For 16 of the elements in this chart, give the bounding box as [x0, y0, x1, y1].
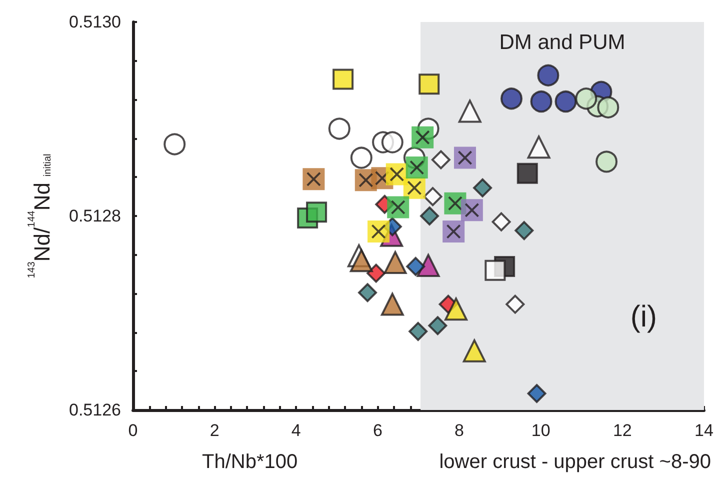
y-tick-label: 0.5126 — [69, 400, 121, 420]
x-tick-label: 2 — [210, 421, 220, 440]
y-tick-label: 0.5128 — [69, 206, 121, 226]
y-tick-label: 0.5130 — [69, 12, 121, 32]
x-tick-label: 6 — [372, 421, 382, 440]
text: lower crust - upper crust ~8-90 — [439, 451, 712, 473]
y-axis-title: 143Nd/144Ndinitial — [26, 154, 54, 278]
x-axis-title: Th/Nb*100 — [202, 451, 298, 473]
x-tick-label: 8 — [454, 421, 464, 440]
x-tick-label: 12 — [612, 421, 632, 440]
x-tick-label: 4 — [291, 421, 301, 440]
annotation: (i) — [630, 300, 658, 334]
x-tick-label: 10 — [531, 421, 550, 440]
x-tick-label: 0 — [128, 421, 138, 440]
x-tick-label: 14 — [694, 421, 714, 440]
band-label: DM and PUM — [499, 31, 626, 54]
